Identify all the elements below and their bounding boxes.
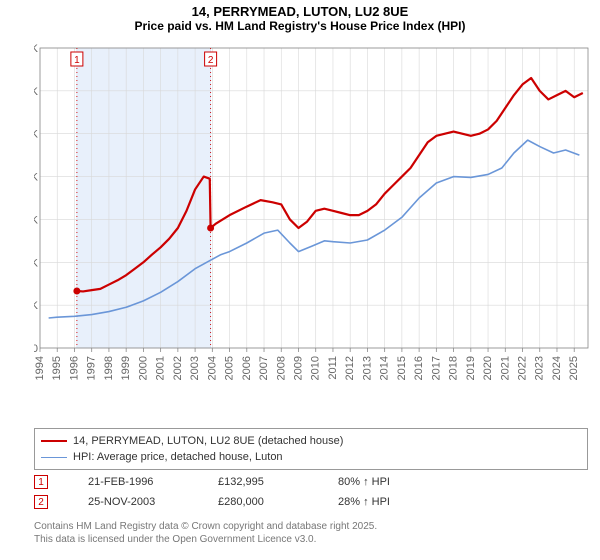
- marker-date-2: 25-NOV-2003: [88, 496, 218, 508]
- footer-line1: Contains HM Land Registry data © Crown c…: [34, 520, 588, 533]
- svg-text:1994: 1994: [34, 356, 46, 380]
- svg-text:2021: 2021: [499, 356, 511, 380]
- marker-price-2: £280,000: [218, 496, 338, 508]
- svg-text:£0: £0: [34, 343, 38, 355]
- svg-text:2009: 2009: [292, 356, 304, 380]
- svg-text:2018: 2018: [448, 356, 460, 380]
- svg-text:2013: 2013: [361, 356, 373, 380]
- title-line1: 14, PERRYMEAD, LUTON, LU2 8UE: [0, 4, 600, 19]
- footer-line2: This data is licensed under the Open Gov…: [34, 533, 588, 546]
- chart-container: 14, PERRYMEAD, LUTON, LU2 8UE Price paid…: [0, 0, 600, 560]
- title-block: 14, PERRYMEAD, LUTON, LU2 8UE Price paid…: [0, 0, 600, 33]
- svg-text:2003: 2003: [189, 356, 201, 380]
- svg-text:1: 1: [74, 55, 80, 66]
- svg-text:2000: 2000: [137, 356, 149, 380]
- svg-text:2014: 2014: [379, 356, 391, 380]
- svg-text:£600K: £600K: [34, 86, 39, 98]
- svg-text:1997: 1997: [86, 356, 98, 380]
- marker-hpi-1: 80% ↑ HPI: [338, 476, 448, 488]
- svg-text:2023: 2023: [534, 356, 546, 380]
- svg-text:2004: 2004: [206, 356, 218, 380]
- svg-text:2005: 2005: [224, 356, 236, 380]
- svg-text:2011: 2011: [327, 356, 339, 380]
- svg-text:1999: 1999: [120, 356, 132, 380]
- svg-text:2: 2: [208, 55, 214, 66]
- svg-text:2019: 2019: [465, 356, 477, 380]
- marker-badge-2: 2: [34, 495, 48, 509]
- marker-date-1: 21-FEB-1996: [88, 476, 218, 488]
- svg-text:2008: 2008: [275, 356, 287, 380]
- svg-text:£400K: £400K: [34, 172, 39, 184]
- svg-text:2016: 2016: [413, 356, 425, 380]
- svg-text:£700K: £700K: [34, 43, 39, 55]
- svg-text:2001: 2001: [155, 356, 167, 380]
- marker-row-1: 1 21-FEB-1996 £132,995 80% ↑ HPI: [34, 472, 588, 492]
- svg-text:£500K: £500K: [34, 129, 39, 141]
- svg-text:2012: 2012: [344, 356, 356, 380]
- marker-badge-1: 1: [34, 475, 48, 489]
- marker-hpi-2: 28% ↑ HPI: [338, 496, 448, 508]
- marker-price-1: £132,995: [218, 476, 338, 488]
- svg-text:£300K: £300K: [34, 214, 39, 226]
- footer: Contains HM Land Registry data © Crown c…: [34, 520, 588, 546]
- svg-text:2007: 2007: [258, 356, 270, 380]
- svg-text:2020: 2020: [482, 356, 494, 380]
- title-line2: Price paid vs. HM Land Registry's House …: [0, 19, 600, 33]
- legend-label-property: 14, PERRYMEAD, LUTON, LU2 8UE (detached …: [73, 435, 343, 447]
- legend: 14, PERRYMEAD, LUTON, LU2 8UE (detached …: [34, 428, 588, 470]
- svg-text:2022: 2022: [517, 356, 529, 380]
- svg-text:2017: 2017: [430, 356, 442, 380]
- svg-text:2002: 2002: [172, 356, 184, 380]
- svg-text:2006: 2006: [241, 356, 253, 380]
- svg-text:£100K: £100K: [34, 300, 39, 312]
- svg-text:1998: 1998: [103, 356, 115, 380]
- svg-text:1995: 1995: [51, 356, 63, 380]
- marker-row-2: 2 25-NOV-2003 £280,000 28% ↑ HPI: [34, 492, 588, 512]
- legend-swatch-hpi: [41, 457, 67, 458]
- svg-text:2025: 2025: [568, 356, 580, 380]
- legend-swatch-property: [41, 440, 67, 442]
- svg-text:2010: 2010: [310, 356, 322, 380]
- svg-text:2015: 2015: [396, 356, 408, 380]
- legend-row-property: 14, PERRYMEAD, LUTON, LU2 8UE (detached …: [41, 433, 581, 449]
- svg-text:2024: 2024: [551, 356, 563, 380]
- legend-label-hpi: HPI: Average price, detached house, Luto…: [73, 451, 283, 463]
- svg-text:1996: 1996: [68, 356, 80, 380]
- legend-row-hpi: HPI: Average price, detached house, Luto…: [41, 449, 581, 465]
- marker-table: 1 21-FEB-1996 £132,995 80% ↑ HPI 2 25-NO…: [34, 472, 588, 512]
- chart-area: £0 £100K £200K £300K £400K £500K £600K £700K 199…: [34, 42, 592, 392]
- chart-svg: £0 £100K £200K £300K £400K £500K £600K £700K 199…: [34, 42, 592, 392]
- svg-text:£200K: £200K: [34, 257, 39, 269]
